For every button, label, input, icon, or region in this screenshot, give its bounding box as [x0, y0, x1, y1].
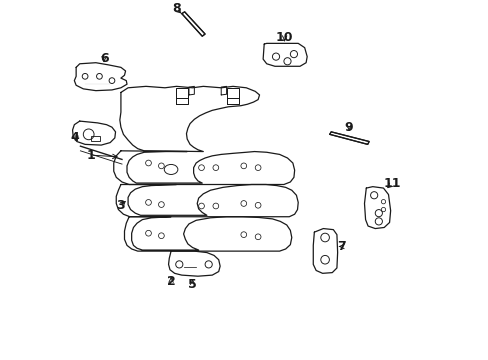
Text: 8: 8	[172, 3, 181, 15]
Text: 11: 11	[383, 177, 400, 190]
Text: 3: 3	[116, 199, 125, 212]
Text: 6: 6	[100, 52, 108, 65]
Text: 1: 1	[86, 149, 95, 162]
Text: 5: 5	[188, 278, 197, 291]
Text: 7: 7	[337, 240, 346, 253]
Polygon shape	[182, 12, 204, 36]
Polygon shape	[329, 132, 368, 144]
Text: 4: 4	[70, 131, 79, 144]
Text: 9: 9	[344, 121, 353, 134]
Text: 10: 10	[275, 31, 293, 44]
Bar	[91, 136, 100, 141]
Text: 2: 2	[166, 275, 175, 288]
